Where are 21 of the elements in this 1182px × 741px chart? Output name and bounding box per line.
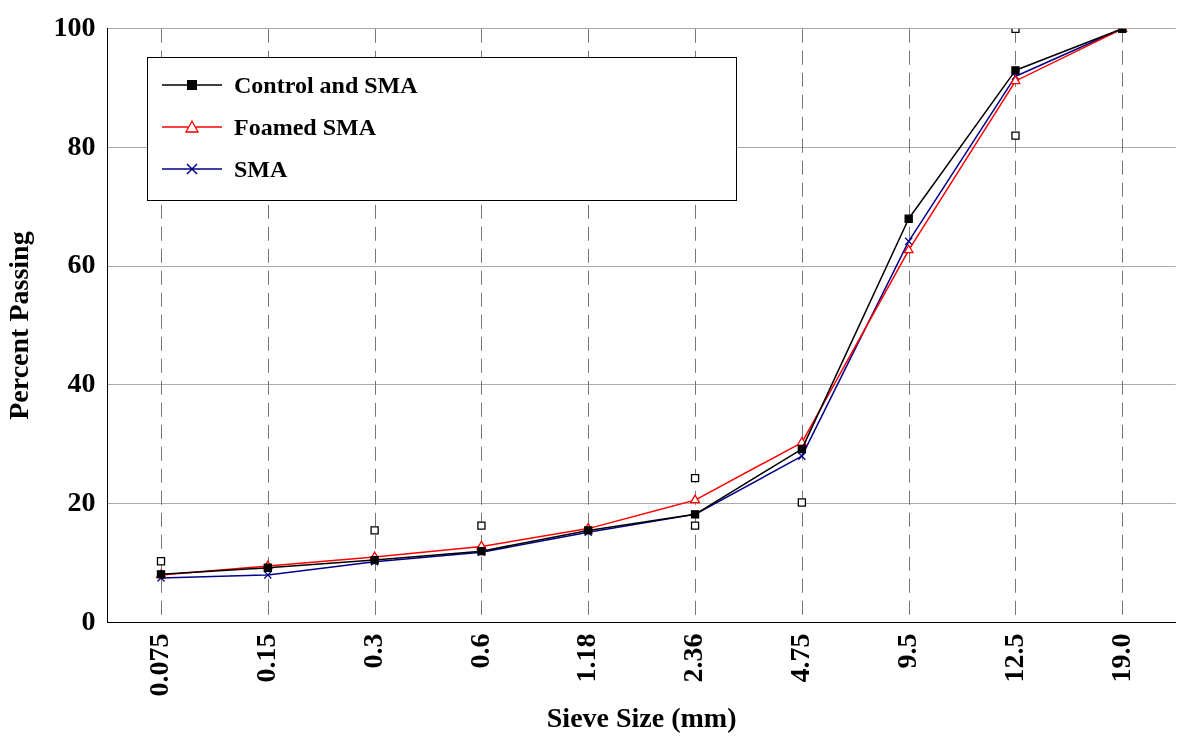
x-tick-label: 0.15 — [250, 633, 282, 683]
x-tick-label: 0.075 — [143, 633, 175, 697]
y-tick-label: 80 — [67, 129, 96, 161]
y-tick-label: 0 — [81, 604, 96, 636]
y-tick-label: 100 — [53, 11, 96, 43]
legend-label: Control and SMA — [234, 71, 418, 99]
legend-label: SMA — [234, 155, 288, 183]
x-tick-label: 4.75 — [784, 633, 816, 683]
x-tick-label: 19.0 — [1104, 633, 1136, 683]
x-axis-title: Sieve Size (mm) — [546, 702, 737, 734]
legend-label: Foamed SMA — [234, 113, 376, 141]
x-tick-label: 9.5 — [890, 633, 922, 669]
x-tick-label: 1.18 — [570, 633, 602, 683]
y-tick-label: 20 — [67, 485, 96, 517]
x-tick-label: 2.36 — [677, 633, 709, 683]
y-axis-title: Percent Passing — [3, 231, 35, 420]
y-tick-label: 40 — [67, 367, 96, 399]
x-tick-label: 0.3 — [356, 633, 388, 669]
y-tick-label: 60 — [67, 248, 96, 280]
x-tick-label: 0.6 — [463, 633, 495, 669]
x-tick-label: 12.5 — [997, 633, 1029, 683]
